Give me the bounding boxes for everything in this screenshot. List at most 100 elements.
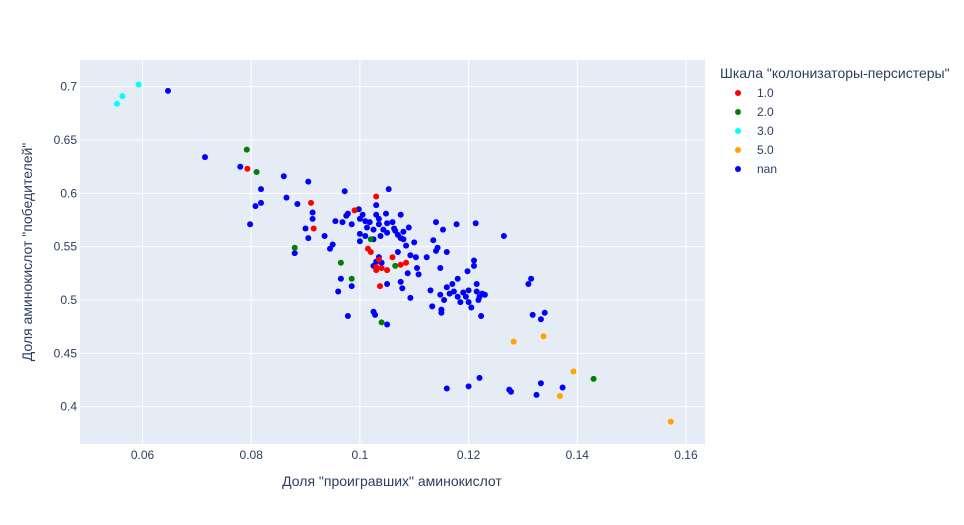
data-point-nan <box>500 233 507 239</box>
data-point-nan <box>414 265 420 271</box>
data-point-nan <box>525 281 532 287</box>
data-point-nan <box>375 215 382 222</box>
data-point-1-0 <box>384 267 391 274</box>
data-point-nan <box>415 271 422 278</box>
x-tick-label: 0.14 <box>566 448 590 462</box>
data-point-nan <box>472 220 479 227</box>
data-point-nan <box>384 220 391 227</box>
data-point-nan <box>305 178 312 185</box>
data-point-nan <box>443 249 450 255</box>
data-point-nan <box>443 284 450 291</box>
data-point-1-0 <box>308 199 314 206</box>
legend-item-1-0[interactable]: 1.0 <box>735 86 774 100</box>
y-tick-label: 0.55 <box>54 240 78 254</box>
data-point-nan <box>465 299 472 306</box>
data-point-nan <box>440 226 446 233</box>
data-point-nan <box>309 209 316 216</box>
data-point-nan <box>362 233 369 239</box>
data-point-nan <box>383 210 389 217</box>
data-point-1-0 <box>351 207 358 214</box>
data-point-2-0 <box>590 375 597 382</box>
data-point-nan <box>280 173 287 180</box>
data-point-nan <box>476 374 483 381</box>
legend-label: 5.0 <box>757 143 774 157</box>
data-point-nan <box>423 254 430 261</box>
data-point-nan <box>438 309 445 316</box>
data-point-1-0 <box>244 165 251 172</box>
data-point-nan <box>434 244 441 251</box>
data-point-nan <box>460 289 467 296</box>
data-point-nan <box>258 199 264 206</box>
legend-item-2-0[interactable]: 2.0 <box>735 105 774 119</box>
data-point-nan <box>465 383 472 390</box>
data-point-nan <box>403 242 410 249</box>
data-point-nan <box>441 297 448 303</box>
legend-item-nan[interactable]: nan <box>735 162 777 176</box>
x-tick-label: 0.16 <box>674 448 698 462</box>
data-point-nan <box>384 321 391 328</box>
data-point-nan <box>399 285 406 292</box>
data-point-nan <box>437 291 444 298</box>
data-point-nan <box>329 241 336 248</box>
data-point-nan <box>465 287 472 294</box>
data-point-nan <box>385 186 392 193</box>
data-point-nan <box>237 163 244 170</box>
data-point-1-0 <box>367 249 374 255</box>
data-point-nan <box>404 270 411 277</box>
data-point-nan <box>389 219 396 226</box>
x-axis-title: Доля "проигравших" аминокислот <box>282 473 502 489</box>
data-point-nan <box>302 225 309 232</box>
y-tick-label: 0.6 <box>60 186 77 200</box>
y-tick-label: 0.5 <box>60 293 77 307</box>
legend-marker <box>735 109 741 115</box>
legend-item-5-0[interactable]: 5.0 <box>735 143 774 157</box>
data-point-nan <box>252 203 259 210</box>
data-point-nan <box>407 294 414 301</box>
data-point-nan <box>464 268 471 275</box>
data-point-nan <box>327 245 333 252</box>
data-point-nan <box>305 235 312 242</box>
data-point-2-0 <box>378 319 385 326</box>
data-point-2-0 <box>337 259 344 266</box>
legend-marker <box>735 90 741 96</box>
data-point-nan <box>294 201 301 207</box>
data-point-nan <box>359 211 366 218</box>
data-point-nan <box>321 233 328 239</box>
data-point-nan <box>559 384 566 391</box>
data-point-nan <box>384 281 391 287</box>
data-point-nan <box>541 309 548 316</box>
legend-item-3-0[interactable]: 3.0 <box>735 124 774 138</box>
legend-label: 1.0 <box>757 86 774 100</box>
data-point-nan <box>377 233 384 239</box>
grid <box>80 60 705 444</box>
data-point-nan <box>529 311 536 318</box>
data-point-nan <box>337 275 344 282</box>
data-point-nan <box>405 224 412 231</box>
data-point-nan <box>247 221 254 228</box>
data-point-nan <box>457 299 464 306</box>
data-point-1-0 <box>373 267 380 274</box>
data-point-nan <box>454 293 461 300</box>
data-point-2-0 <box>392 262 399 269</box>
data-point-nan <box>341 188 348 195</box>
data-point-5-0 <box>556 393 563 399</box>
data-point-nan <box>332 218 339 225</box>
data-point-nan <box>348 221 355 228</box>
data-point-2-0 <box>253 169 260 175</box>
data-point-1-0 <box>389 254 396 261</box>
legend-marker <box>735 166 741 172</box>
y-tick-label: 0.65 <box>54 133 78 147</box>
x-tick-label: 0.08 <box>240 448 264 462</box>
data-point-2-0 <box>367 236 374 243</box>
data-point-nan <box>397 278 404 285</box>
data-point-nan <box>291 250 298 257</box>
legend-marker <box>735 147 741 153</box>
data-point-5-0 <box>510 338 517 345</box>
legend-marker <box>735 128 741 134</box>
y-tick-labels: 0.4 0.45 0.5 0.55 0.6 0.65 0.7 <box>54 80 78 414</box>
legend-label: 2.0 <box>757 105 774 119</box>
y-tick-label: 0.7 <box>60 80 77 94</box>
legend-items[interactable]: 1.0 2.0 3.0 5.0 nan <box>735 86 777 176</box>
data-point-nan <box>335 288 342 295</box>
data-point-5-0 <box>570 368 577 375</box>
